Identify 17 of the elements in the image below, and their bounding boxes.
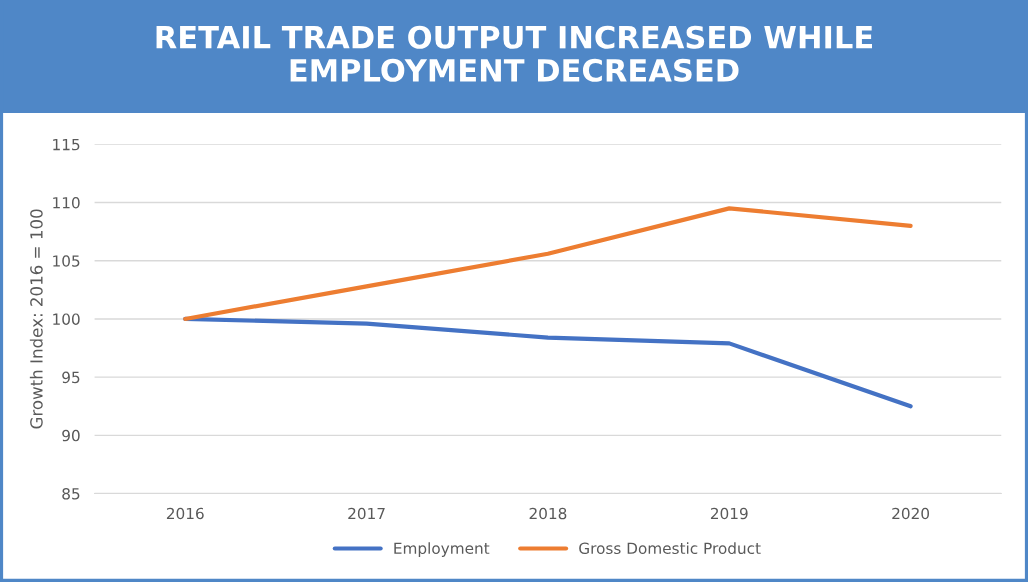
y-tick-label: 110 [53, 197, 80, 209]
y-tick-label: 85 [62, 488, 80, 500]
line-series [183, 206, 913, 322]
y-tick-label: 100 [53, 313, 80, 325]
x-tick-label: 2018 [529, 507, 567, 520]
y-axis-title: Growth Index: 2016 = 100 [29, 209, 43, 429]
x-tick-label: 2019 [710, 507, 748, 520]
y-tick-label: 105 [53, 255, 80, 267]
y-tick-label: 115 [53, 139, 80, 151]
chart-title: RETAIL TRADE OUTPUT INCREASED WHILE EMPLOYMENT DECREASED [156, 25, 873, 82]
y-tick-label: 90 [62, 429, 80, 442]
legend-label: Gross Domestic Product [579, 542, 761, 555]
x-tick-label: 2017 [348, 507, 385, 520]
y-tick-label: 95 [62, 371, 80, 384]
x-tick-label: 2016 [166, 507, 204, 520]
x-tick-label: 2020 [892, 507, 930, 520]
legend-label: Employment [394, 542, 490, 557]
